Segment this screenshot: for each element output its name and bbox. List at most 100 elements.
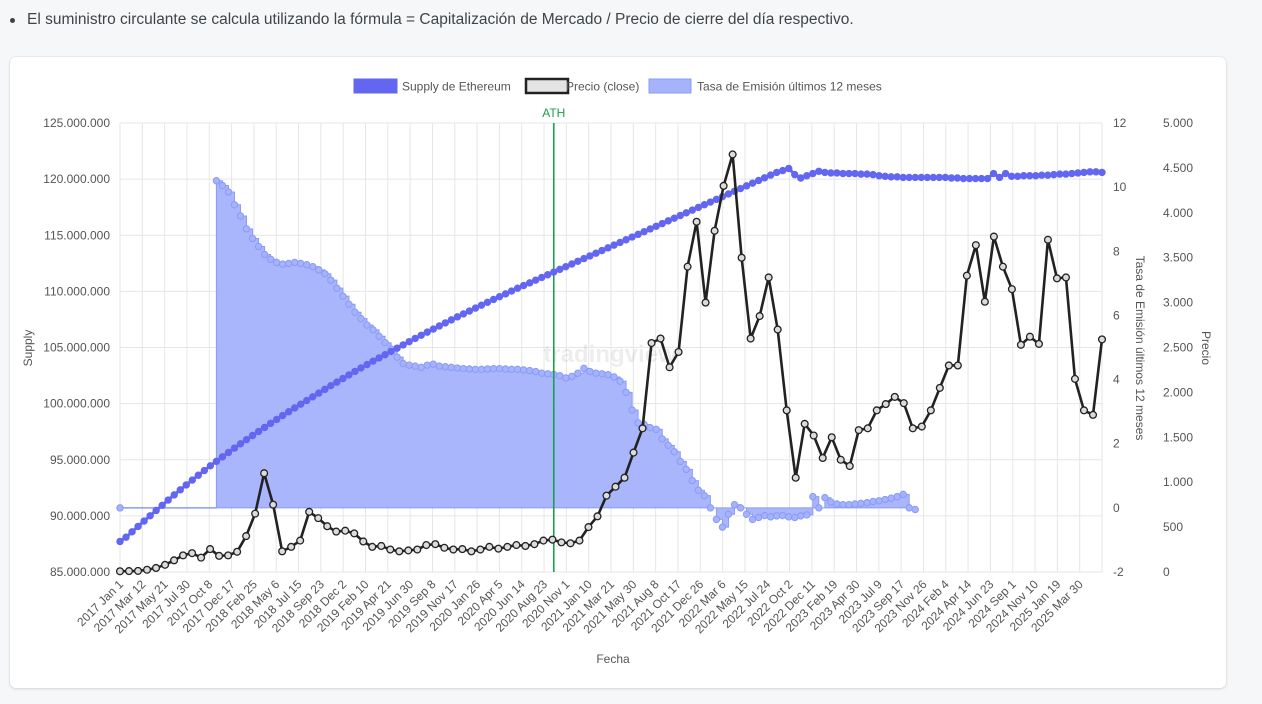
- price-point: [269, 500, 278, 509]
- price-point: [188, 549, 197, 558]
- emission-point: [291, 258, 299, 267]
- supply-point: [785, 164, 793, 173]
- supply-tick-label: 95.000.000: [50, 453, 110, 467]
- supply-point: [429, 325, 437, 333]
- emission-point: [230, 201, 239, 209]
- supply-point: [297, 400, 305, 408]
- supply-point: [640, 227, 648, 236]
- emission-point: [242, 225, 251, 233]
- supply-tick-label: 105.000.000: [43, 341, 110, 355]
- emission-point: [321, 270, 329, 278]
- legend[interactable]: Supply de Ethereum Precio (close) Tasa de …: [353, 77, 882, 95]
- supply-point: [977, 174, 986, 183]
- price-point: [404, 546, 413, 555]
- price-point: [332, 527, 341, 536]
- supply-point: [483, 298, 492, 306]
- emission-point: [905, 504, 913, 512]
- supply-point: [1044, 171, 1052, 179]
- emission-point: [803, 511, 811, 519]
- supply-point: [387, 347, 395, 356]
- emission-point: [833, 500, 841, 508]
- supply-point: [291, 404, 299, 412]
- supply-point: [809, 169, 817, 178]
- price-axis-title: Precio: [1199, 331, 1213, 365]
- supply-point: [544, 271, 552, 279]
- price-point: [854, 426, 863, 435]
- supply-point: [1080, 168, 1088, 177]
- emission-point: [875, 497, 883, 505]
- price-point: [935, 383, 944, 392]
- price-point: [575, 536, 584, 545]
- supply-point: [411, 334, 419, 343]
- price-point: [386, 545, 395, 554]
- emission-point: [857, 499, 865, 508]
- supply-point: [176, 486, 184, 494]
- supply-point: [333, 378, 341, 386]
- price-tick-label: 3.500: [1163, 251, 1193, 265]
- price-point: [215, 551, 224, 560]
- supply-tick-label: 90.000.000: [50, 509, 110, 523]
- supply-point: [236, 440, 245, 448]
- price-point: [160, 560, 170, 569]
- price-point: [305, 507, 314, 516]
- supply-point: [917, 173, 925, 182]
- supply-axis-title: Supply: [21, 330, 35, 367]
- price-point: [638, 424, 647, 433]
- supply-point: [628, 233, 636, 241]
- supply-point: [158, 501, 166, 510]
- emission-point: [863, 499, 871, 507]
- emission-point: [809, 492, 817, 501]
- supply-point: [857, 170, 865, 178]
- supply-point: [887, 173, 895, 181]
- emission-tick-label: 8: [1113, 244, 1120, 258]
- price-point: [521, 541, 530, 551]
- supply-point: [393, 344, 401, 352]
- supply-point: [881, 172, 889, 181]
- supply-point: [224, 448, 233, 457]
- emission-point: [441, 363, 450, 371]
- price-point: [503, 542, 512, 551]
- supply-point: [1050, 170, 1058, 179]
- price-point: [800, 419, 809, 428]
- supply-point: [507, 287, 516, 295]
- legend-swatch[interactable]: [648, 78, 692, 94]
- supply-point: [574, 257, 582, 265]
- price-point: [1079, 406, 1089, 415]
- price-point: [115, 567, 125, 576]
- supply-point: [423, 328, 431, 336]
- supply-point: [736, 184, 745, 193]
- legend-swatch[interactable]: [353, 78, 398, 94]
- supply-point: [495, 292, 504, 301]
- emission-point: [562, 374, 570, 382]
- supply-point: [778, 166, 787, 175]
- price-point: [1070, 374, 1080, 383]
- emission-tick-label: -2: [1113, 565, 1124, 579]
- price-point: [926, 406, 935, 415]
- price-point: [899, 399, 908, 408]
- emission-point: [688, 476, 697, 485]
- supply-point: [122, 533, 130, 541]
- supply-point: [381, 350, 389, 359]
- price-point: [719, 181, 728, 190]
- price-point: [224, 551, 233, 560]
- legend-label[interactable]: Tasa de Emisión últimos 12 meses: [697, 80, 882, 94]
- emission-point: [610, 373, 618, 381]
- price-point: [251, 509, 260, 518]
- price-point: [998, 262, 1007, 271]
- price-point: [665, 363, 674, 372]
- note-text: El suministro circulante se calcula util…: [27, 11, 854, 28]
- supply-point: [309, 393, 317, 401]
- legend-label[interactable]: Precio (close): [566, 80, 639, 94]
- supply-point: [634, 230, 642, 239]
- price-point: [980, 297, 989, 306]
- emission-point: [682, 465, 691, 474]
- supply-point: [646, 225, 654, 233]
- supply-point: [610, 241, 618, 249]
- emission-point: [754, 513, 763, 522]
- legend-swatch[interactable]: [524, 77, 570, 95]
- supply-point: [1074, 169, 1082, 177]
- supply-point: [399, 341, 407, 349]
- legend-label[interactable]: Supply de Ethereum: [402, 80, 511, 94]
- supply-tick-label: 85.000.000: [50, 565, 110, 579]
- supply-point: [254, 427, 263, 436]
